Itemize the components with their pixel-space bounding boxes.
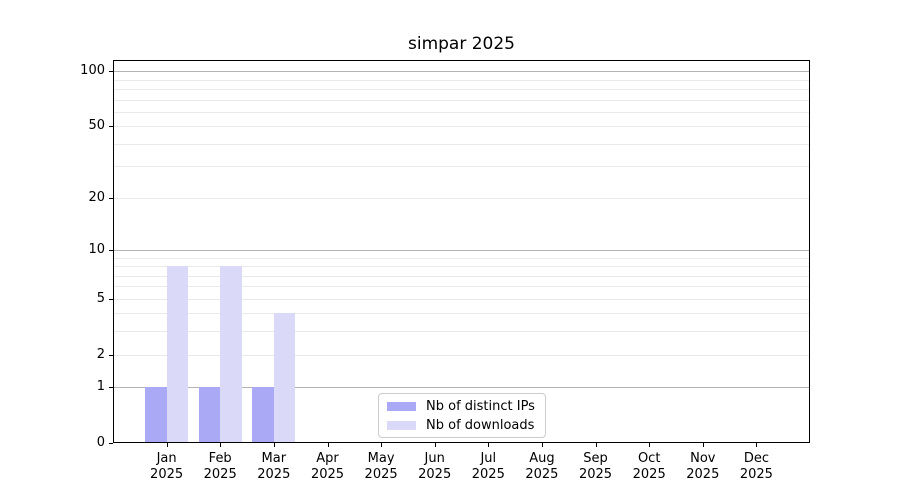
x-tick-mark <box>220 443 222 447</box>
y-tick-label: 10 <box>88 241 105 257</box>
bar-nb-of-distinct-ips-jan <box>145 387 167 443</box>
y-tick-label: 5 <box>96 290 105 306</box>
bar-nb-of-downloads-feb <box>220 266 242 443</box>
x-tick-mark <box>166 443 168 447</box>
minor-gridline <box>114 298 809 300</box>
y-tick-label: 100 <box>80 63 105 79</box>
minor-gridline <box>114 166 809 168</box>
bar-nb-of-downloads-jan <box>166 266 189 443</box>
legend-swatch <box>387 420 416 430</box>
x-tick-label-aug: Aug 2025 <box>525 451 559 482</box>
x-tick-label-oct: Oct 2025 <box>632 451 666 482</box>
major-gridline <box>114 387 809 389</box>
minor-gridline <box>114 354 809 356</box>
bar-nb-of-distinct-ips-feb <box>198 387 221 443</box>
y-tick-label: 2 <box>96 346 105 362</box>
minor-gridline <box>114 275 809 277</box>
minor-gridline <box>114 79 809 81</box>
minor-gridline <box>114 99 809 101</box>
x-tick-mark <box>434 443 436 447</box>
x-tick-label-apr: Apr 2025 <box>310 451 345 482</box>
chart-title: simpar 2025 <box>407 34 515 54</box>
y-tick-label: 1 <box>96 379 105 395</box>
x-tick-mark <box>327 443 329 447</box>
y-tick-mark <box>109 126 113 128</box>
legend-label: Nb of downloads <box>426 417 535 433</box>
minor-gridline <box>114 126 809 128</box>
major-gridline <box>114 249 809 251</box>
y-tick-mark <box>109 71 113 73</box>
minor-gridline <box>114 257 809 259</box>
minor-gridline <box>114 286 809 288</box>
x-tick-mark <box>488 443 490 447</box>
y-tick-label: 0 <box>96 435 105 450</box>
x-tick-label-jun: Jun 2025 <box>418 451 452 482</box>
bar-nb-of-downloads-mar <box>273 313 296 443</box>
x-tick-label-may: May 2025 <box>364 451 398 482</box>
y-tick-mark <box>109 197 113 199</box>
y-tick-mark <box>109 443 113 444</box>
y-tick-mark <box>109 298 113 300</box>
x-tick-label-mar: Mar 2025 <box>257 451 291 482</box>
minor-gridline <box>114 88 809 90</box>
minor-gridline <box>114 313 809 315</box>
x-tick-mark <box>702 443 704 447</box>
x-tick-mark <box>273 443 275 447</box>
x-tick-label-nov: Nov 2025 <box>686 451 720 482</box>
y-tick-label: 50 <box>88 118 105 134</box>
y-tick-label: 20 <box>88 189 105 205</box>
minor-gridline <box>114 331 809 333</box>
legend-entry: Nb of distinct IPs <box>387 398 535 414</box>
minor-gridline <box>114 143 809 145</box>
legend-swatch <box>387 401 416 411</box>
y-tick-mark <box>109 354 113 356</box>
y-tick-mark <box>109 249 113 251</box>
bar-nb-of-distinct-ips-mar <box>252 387 274 443</box>
x-tick-mark <box>541 443 543 447</box>
x-tick-label-sep: Sep 2025 <box>578 451 613 482</box>
minor-gridline <box>114 111 809 113</box>
x-tick-mark <box>595 443 597 447</box>
x-tick-mark <box>649 443 651 447</box>
minor-gridline <box>114 197 809 199</box>
legend-label: Nb of distinct IPs <box>426 398 535 414</box>
x-tick-mark <box>381 443 383 447</box>
x-tick-mark <box>756 443 758 447</box>
legend: Nb of distinct IPs Nb of downloads <box>378 393 546 438</box>
x-tick-label-jan: Jan 2025 <box>150 451 184 482</box>
legend-entry: Nb of downloads <box>387 417 535 433</box>
x-tick-label-jul: Jul 2025 <box>471 451 505 482</box>
x-tick-label-feb: Feb 2025 <box>203 451 237 482</box>
x-tick-label-dec: Dec 2025 <box>739 451 773 482</box>
minor-gridline <box>114 266 809 267</box>
major-gridline <box>114 71 809 73</box>
y-tick-mark <box>109 387 113 389</box>
